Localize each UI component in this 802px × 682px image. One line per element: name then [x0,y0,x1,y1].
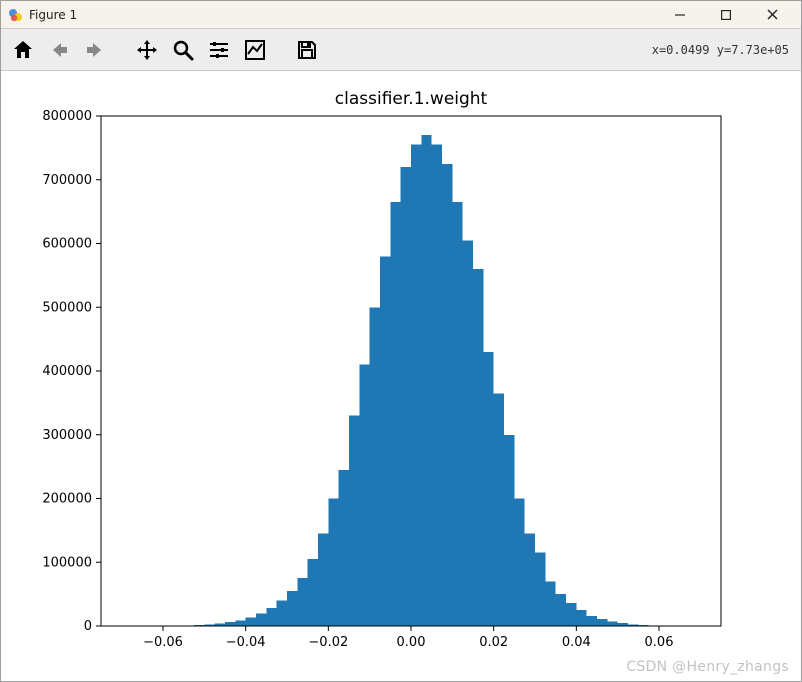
svg-text:700000: 700000 [42,173,92,188]
zoom-button[interactable] [169,36,197,64]
close-button[interactable] [749,1,795,29]
home-button[interactable] [9,36,37,64]
svg-text:0.06: 0.06 [645,635,674,650]
svg-text:300000: 300000 [42,428,92,443]
save-button[interactable] [293,36,321,64]
pan-button[interactable] [133,36,161,64]
configure-subplots-button[interactable] [205,36,233,64]
svg-text:−0.06: −0.06 [143,635,183,650]
svg-text:−0.04: −0.04 [226,635,266,650]
window-title: Figure 1 [29,8,77,22]
maximize-button[interactable] [703,1,749,29]
minimize-button[interactable] [657,1,703,29]
move-icon [135,38,159,62]
figure-window: Figure 1 [0,0,802,682]
svg-text:600000: 600000 [42,237,92,252]
svg-text:400000: 400000 [42,364,92,379]
forward-button[interactable] [81,36,109,64]
coord-readout: x=0.0499 y=7.73e+05 [652,43,793,57]
arrow-right-icon [83,38,107,62]
edit-parameters-button[interactable] [241,36,269,64]
sliders-icon [207,38,231,62]
zoom-icon [171,38,195,62]
svg-text:0.04: 0.04 [562,635,591,650]
toolbar: x=0.0499 y=7.73e+05 [1,29,801,71]
svg-text:classifier.1.weight: classifier.1.weight [335,89,488,109]
app-icon [7,7,23,23]
save-icon [295,38,319,62]
arrow-left-icon [47,38,71,62]
chart-edit-icon [243,38,267,62]
home-icon [11,38,35,62]
svg-text:800000: 800000 [42,109,92,124]
plot-canvas[interactable]: −0.06 −0.04 −0.02 0.00 0.02 0.04 0.06 0 100000 20… [1,71,801,681]
svg-text:100000: 100000 [42,555,92,570]
svg-text:0: 0 [84,619,92,634]
back-button[interactable] [45,36,73,64]
svg-text:−0.02: −0.02 [308,635,348,650]
svg-text:500000: 500000 [42,300,92,315]
svg-text:0.00: 0.00 [397,635,426,650]
plot-svg: −0.06 −0.04 −0.02 0.00 0.02 0.04 0.06 0 100000 20… [1,71,801,681]
svg-text:0.02: 0.02 [479,635,508,650]
svg-text:200000: 200000 [42,492,92,507]
titlebar: Figure 1 [1,1,801,29]
